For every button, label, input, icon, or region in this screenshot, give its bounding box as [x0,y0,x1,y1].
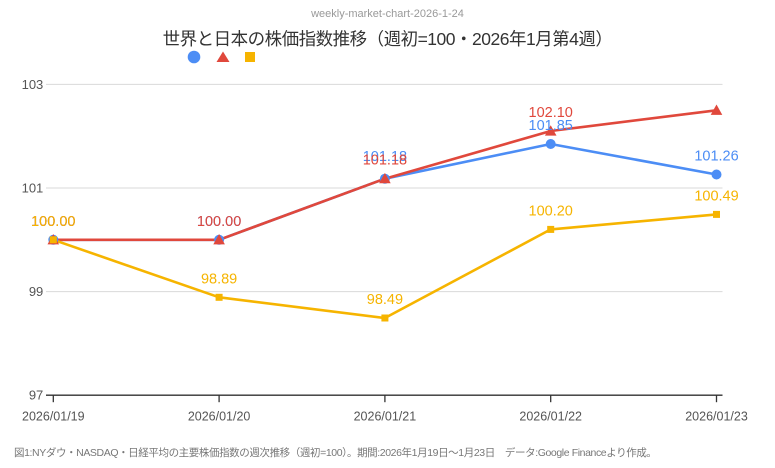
svg-text:103: 103 [22,77,44,92]
svg-text:98.49: 98.49 [367,292,403,308]
svg-text:97: 97 [29,388,43,403]
svg-text:2026/01/19: 2026/01/19 [22,410,85,424]
svg-text:2026/01/22: 2026/01/22 [519,410,582,424]
svg-text:101.18: 101.18 [363,153,407,169]
svg-text:101.26: 101.26 [694,149,738,165]
svg-text:98.89: 98.89 [201,271,237,287]
svg-text:100.20: 100.20 [529,203,573,219]
svg-text:99: 99 [29,284,43,299]
svg-text:101: 101 [22,181,44,196]
svg-text:2026/01/20: 2026/01/20 [188,410,251,424]
svg-text:100.00: 100.00 [31,214,75,230]
svg-text:2026/01/23: 2026/01/23 [685,410,748,424]
svg-text:102.10: 102.10 [529,105,573,121]
svg-text:100.49: 100.49 [694,188,738,204]
svg-text:2026/01/21: 2026/01/21 [354,410,417,424]
svg-text:100.00: 100.00 [197,214,241,230]
